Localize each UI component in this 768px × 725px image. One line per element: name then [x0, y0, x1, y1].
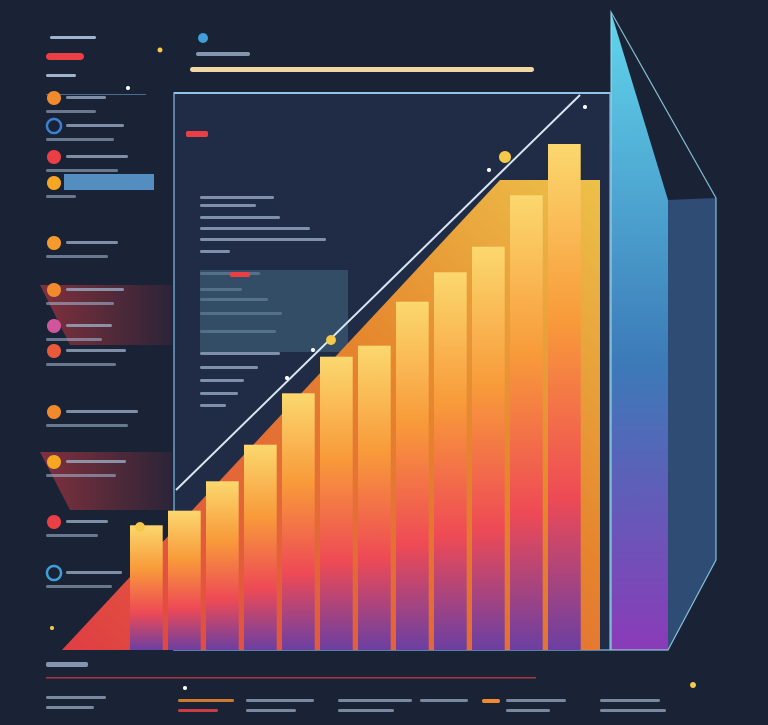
sidebar-item-sub-line	[46, 169, 118, 172]
sidebar-item-sub-line	[46, 474, 116, 477]
dot-small-6	[126, 86, 130, 90]
sidebar-item-label-line	[66, 520, 108, 523]
orange-dot-icon	[47, 455, 61, 469]
bar-7	[358, 345, 391, 650]
sidebar-item-sub-line	[46, 302, 114, 305]
bar-5	[282, 393, 315, 650]
panel-red-badge	[230, 272, 250, 277]
bar-2	[168, 510, 201, 650]
dot-small-3	[285, 376, 289, 380]
bottom-text-lines	[46, 696, 666, 712]
orange-dot-icon	[47, 283, 61, 297]
bottom-label	[46, 662, 88, 667]
sidebar-item-label-line	[66, 571, 122, 574]
bar-10	[472, 246, 505, 650]
bar-series	[130, 144, 581, 651]
sidebar-divider	[46, 94, 146, 95]
bottom-divider	[46, 677, 536, 679]
bar-3	[206, 481, 239, 650]
sidebar-item-label-line	[66, 460, 126, 463]
sidebar-item-sub-line	[46, 255, 108, 258]
dot-yellow-3	[135, 522, 145, 532]
blue-ring-icon	[45, 564, 63, 582]
prism-face	[611, 12, 668, 650]
prism-outline	[610, 9, 717, 651]
sidebar-subtitle-line	[46, 74, 76, 77]
dot-small-1	[157, 47, 163, 53]
dot-yellow-1	[499, 151, 511, 163]
bar-1	[130, 525, 163, 650]
dot-small-5	[583, 105, 587, 109]
sidebar-item-label-line	[66, 155, 128, 158]
red-dot-icon	[47, 344, 61, 358]
bar-8	[396, 301, 429, 650]
header-progress-bar	[190, 67, 534, 72]
ribbon-lower	[40, 452, 172, 510]
blue-ring-icon	[45, 117, 63, 135]
red-dot-icon	[47, 515, 61, 529]
dot-small-7	[50, 626, 54, 630]
dot-small-8	[183, 686, 187, 690]
bar-9	[434, 272, 467, 650]
sidebar-title-line	[50, 36, 96, 39]
dot-small-9	[690, 682, 696, 688]
header-blue-icon	[198, 33, 208, 43]
sidebar-item-sub-line	[46, 424, 128, 427]
header-text-line	[196, 52, 250, 56]
sidebar-item-label-line	[66, 96, 106, 99]
dot-small-2	[487, 168, 491, 172]
bar-12	[548, 144, 581, 650]
panel-highlight-box	[200, 270, 348, 352]
orange-dot-icon	[47, 236, 61, 250]
orange-dot-icon	[47, 405, 61, 419]
orange-dot-icon	[47, 176, 61, 190]
sidebar-item-sub-line	[46, 585, 112, 588]
bar-6	[320, 356, 353, 650]
sidebar-item-label-line	[66, 349, 126, 352]
bar-4	[244, 444, 277, 650]
sidebar-item-sub-line	[46, 338, 102, 341]
trend-line	[175, 94, 581, 491]
sidebar-item-label-line	[66, 324, 112, 327]
sidebar-item-label-line	[66, 241, 118, 244]
magenta-dot-icon	[47, 319, 61, 333]
sidebar	[45, 36, 154, 588]
red-dot-icon	[47, 150, 61, 164]
sidebar-item-label-line	[66, 410, 138, 413]
dot-small-4	[311, 348, 315, 352]
sidebar-blue-box	[64, 174, 154, 190]
panel-title-badge	[186, 131, 208, 137]
ribbon-upper	[40, 285, 172, 345]
sidebar-item-sub-line	[46, 138, 114, 141]
bar-11	[510, 195, 543, 651]
sidebar-item-sub-line	[46, 110, 96, 113]
dot-yellow-2	[326, 335, 336, 345]
sidebar-red-pill	[46, 53, 84, 60]
prism-side	[611, 12, 716, 650]
sidebar-item-sub-line	[46, 534, 98, 537]
sidebar-item-sub-line	[46, 363, 116, 366]
orange-dot-icon	[47, 91, 61, 105]
sidebar-item-label-line	[66, 124, 124, 127]
sidebar-item-sub-line	[46, 195, 76, 198]
sidebar-item-label-line	[66, 288, 124, 291]
